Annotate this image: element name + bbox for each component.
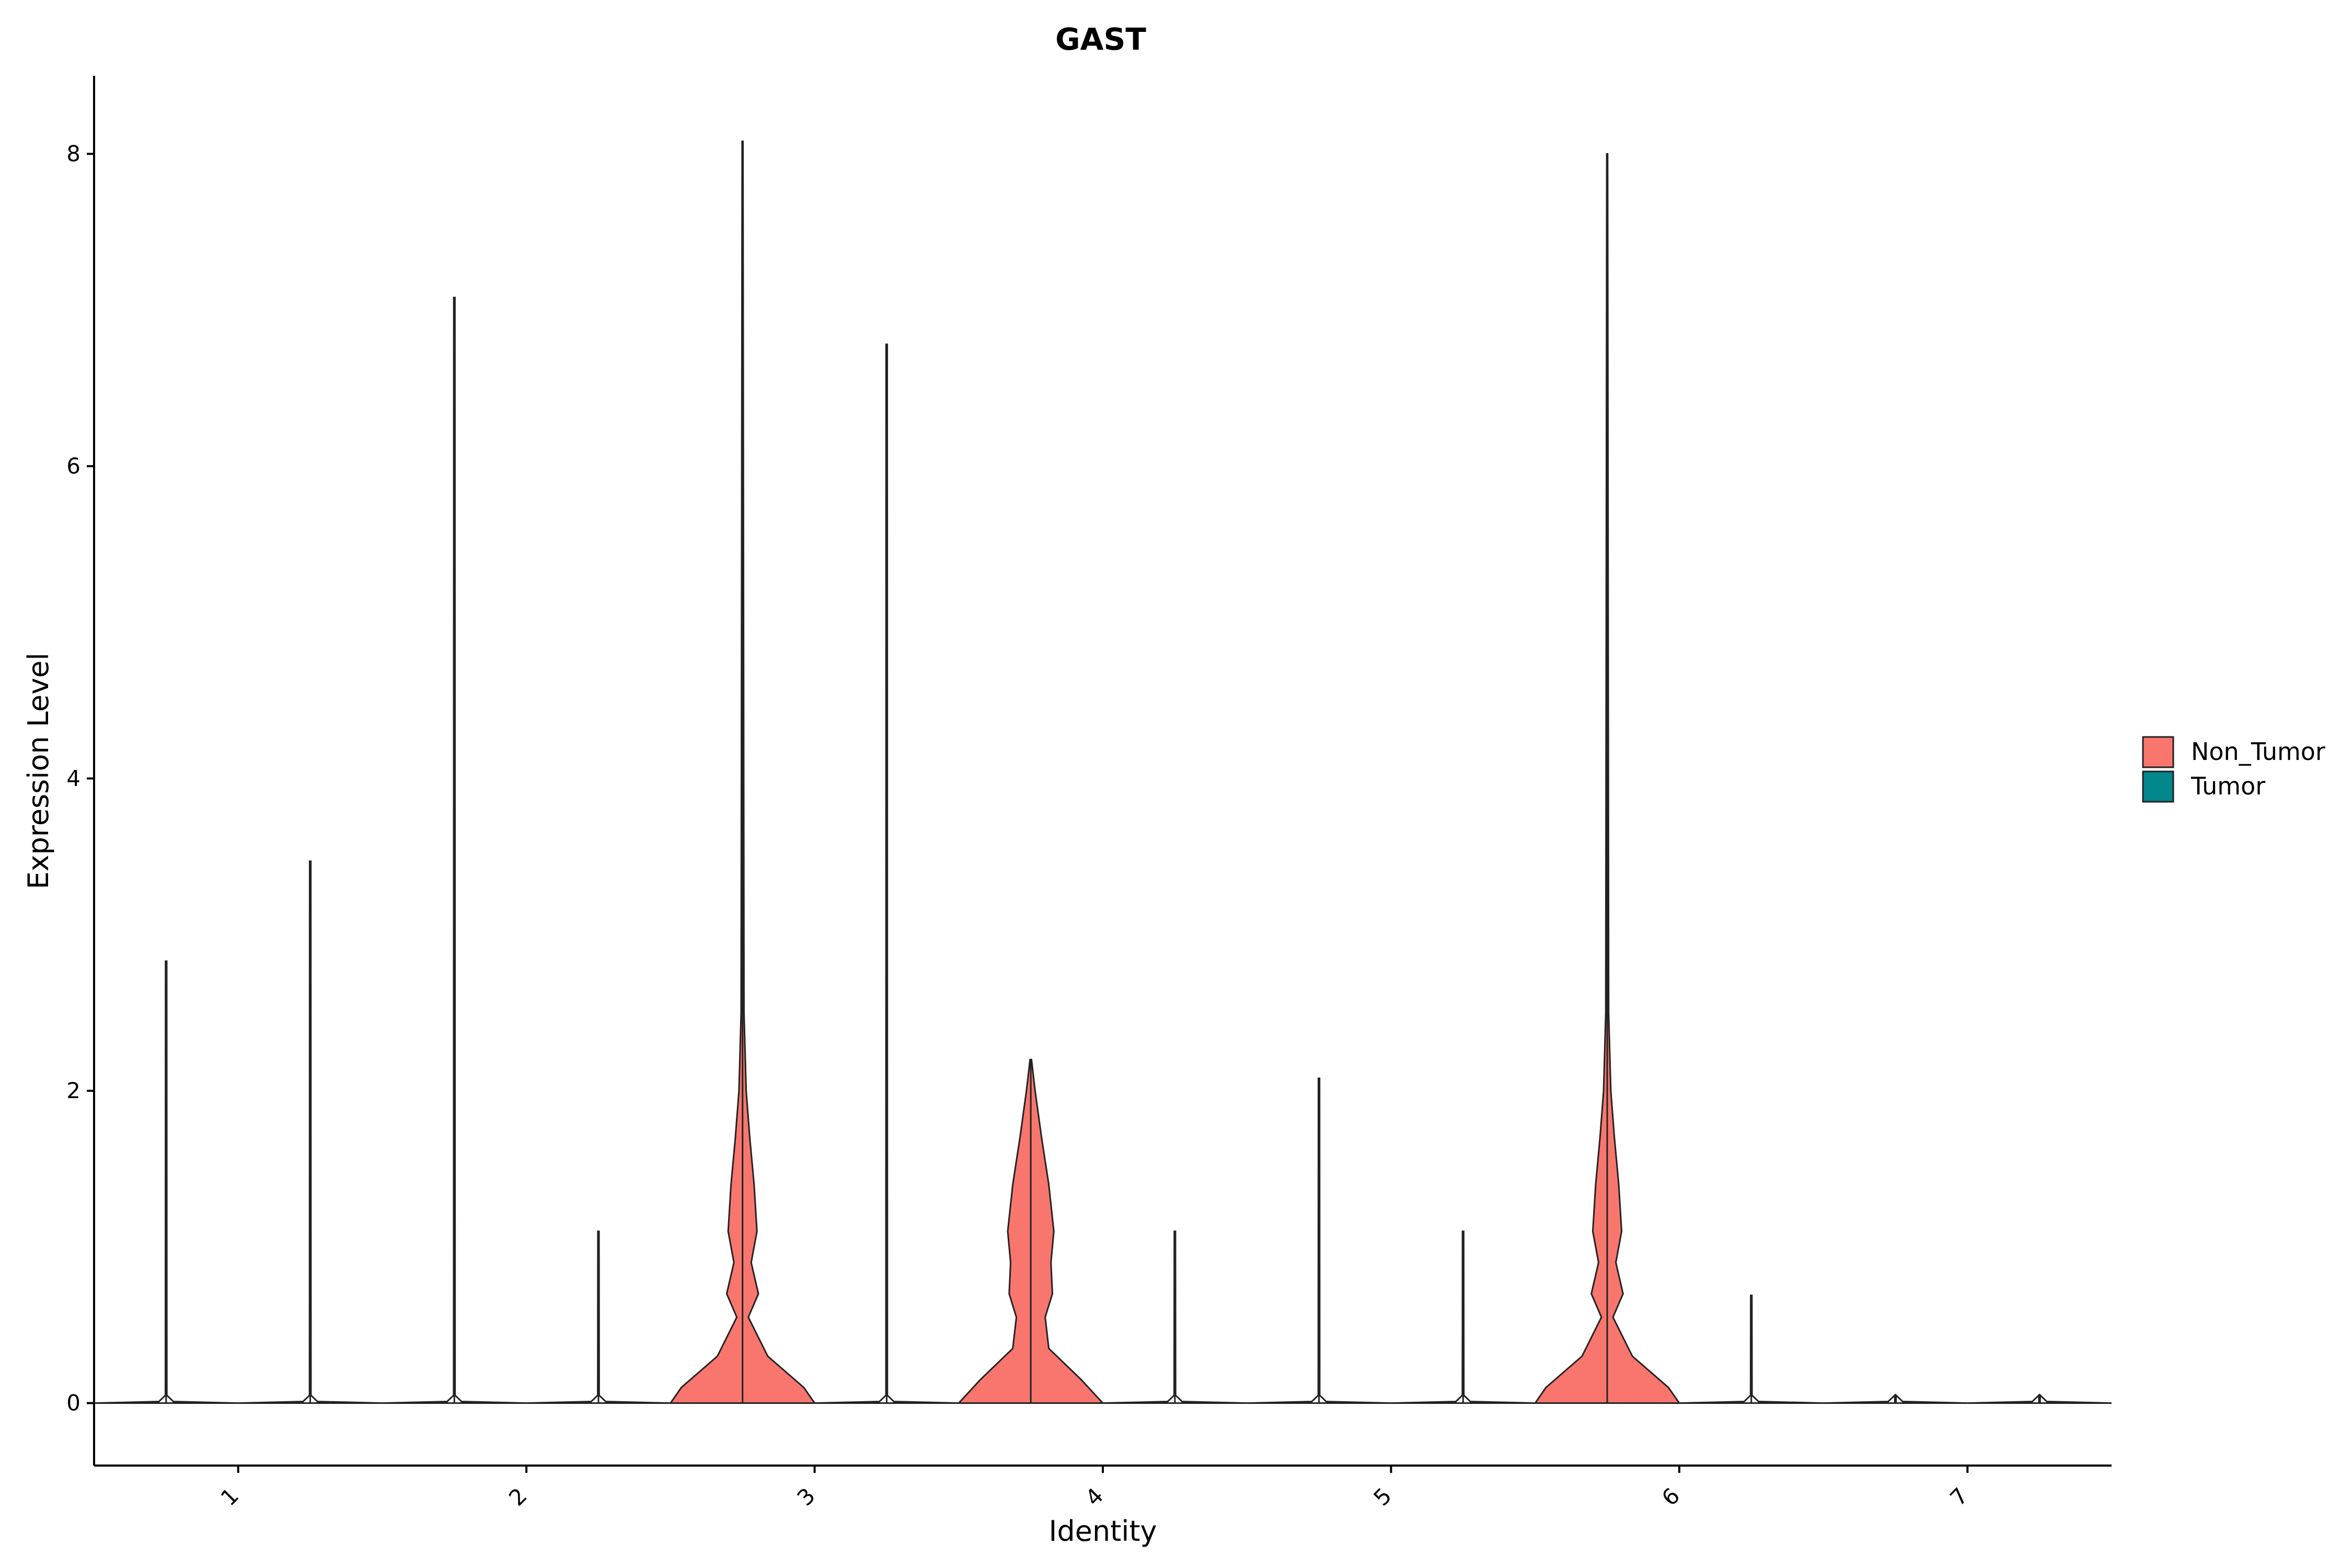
legend-swatch <box>2142 770 2174 803</box>
x-axis-title: Identity <box>1049 1515 1157 1548</box>
legend-label: Non_Tumor <box>2191 737 2325 766</box>
x-tick-label: 4 <box>1080 1483 1109 1511</box>
legend-label: Tumor <box>2190 772 2265 800</box>
chart-title: GAST <box>1055 21 1146 57</box>
x-tick-label: 7 <box>1945 1483 1973 1511</box>
x-tick-label: 2 <box>504 1483 532 1511</box>
y-axis: 0 2 4 6 8 <box>66 76 95 1466</box>
x-tick-label: 3 <box>792 1483 821 1511</box>
y-tick-label: 8 <box>66 141 80 166</box>
violin-tumor-5 <box>1391 1230 1536 1404</box>
violin-non_tumor-7 <box>1823 1393 1968 1404</box>
violin-tumor-1 <box>238 860 383 1404</box>
violin-tumor-3 <box>814 343 959 1404</box>
y-tick-label: 2 <box>66 1078 80 1103</box>
violin-non_tumor-1 <box>94 960 238 1404</box>
x-tick-label: 1 <box>216 1483 244 1511</box>
violin-tumor-4 <box>1102 1230 1247 1404</box>
x-tick-label: 5 <box>1368 1483 1397 1511</box>
x-axis: 1 2 3 4 5 6 7 <box>94 1465 2112 1511</box>
x-tick-label: 6 <box>1657 1483 1685 1511</box>
y-axis-title: Expression Level <box>22 653 55 890</box>
plot-area <box>94 140 2112 1404</box>
y-tick-label: 4 <box>66 765 80 791</box>
x-ticks: 1 2 3 4 5 6 7 <box>216 1466 1973 1511</box>
violin-tumor-7 <box>1967 1393 2112 1404</box>
y-tick-label: 0 <box>66 1390 80 1415</box>
legend-swatch <box>2142 736 2174 768</box>
violin-tumor-2 <box>526 1230 671 1404</box>
y-ticks: 0 2 4 6 8 <box>66 141 94 1415</box>
legend: Non_Tumor Tumor <box>2142 736 2325 803</box>
y-tick-label: 6 <box>66 453 80 479</box>
